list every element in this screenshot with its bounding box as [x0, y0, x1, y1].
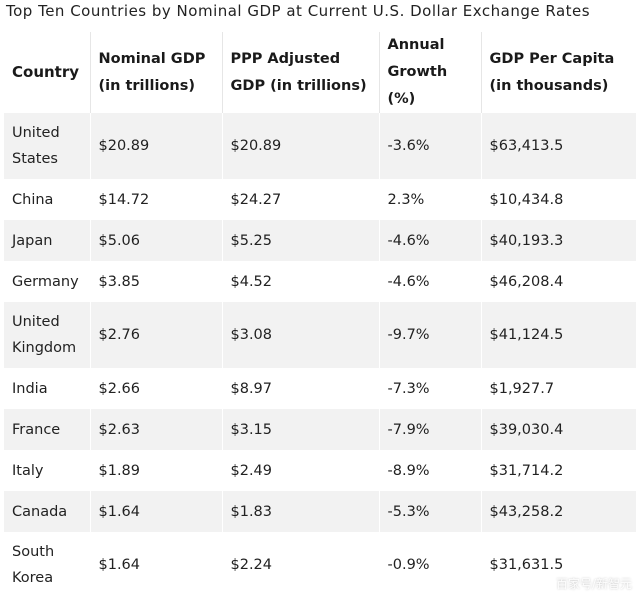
cell-ppp-gdp: $3.08	[222, 302, 380, 368]
table-row: South Korea $1.64 $2.24 -0.9% $31,631.5	[4, 532, 636, 598]
cell-ppp-gdp: $8.97	[222, 368, 380, 409]
table-row: China $14.72 $24.27 2.3% $10,434.8	[4, 179, 636, 220]
header-country: Country	[4, 32, 91, 113]
cell-nominal-gdp: $3.85	[90, 261, 223, 302]
cell-annual-growth: -3.6%	[379, 113, 482, 179]
cell-nominal-gdp: $2.66	[90, 368, 223, 409]
watermark: 百家号/新智元	[555, 577, 632, 591]
header-nominal-gdp: Nominal GDP (in trillions)	[90, 32, 223, 113]
cell-annual-growth: -7.9%	[379, 409, 482, 450]
cell-gdp-per-capita: $10,434.8	[481, 179, 636, 220]
cell-annual-growth: -4.6%	[379, 220, 482, 261]
gdp-table: Country Nominal GDP (in trillions) PPP A…	[4, 32, 636, 598]
table-row: Canada $1.64 $1.83 -5.3% $43,258.2	[4, 491, 636, 532]
cell-gdp-per-capita: $39,030.4	[481, 409, 636, 450]
cell-annual-growth: -7.3%	[379, 368, 482, 409]
cell-country: India	[4, 368, 91, 409]
cell-country: Italy	[4, 450, 91, 491]
cell-gdp-per-capita: $31,714.2	[481, 450, 636, 491]
cell-country: Germany	[4, 261, 91, 302]
table-row: United Kingdom $2.76 $3.08 -9.7% $41,124…	[4, 302, 636, 368]
cell-ppp-gdp: $3.15	[222, 409, 380, 450]
cell-nominal-gdp: $2.76	[90, 302, 223, 368]
cell-gdp-per-capita: $63,413.5	[481, 113, 636, 179]
cell-annual-growth: -4.6%	[379, 261, 482, 302]
table-row: Italy $1.89 $2.49 -8.9% $31,714.2	[4, 450, 636, 491]
cell-nominal-gdp: $14.72	[90, 179, 223, 220]
cell-country: France	[4, 409, 91, 450]
cell-gdp-per-capita: $46,208.4	[481, 261, 636, 302]
cell-annual-growth: -8.9%	[379, 450, 482, 491]
cell-ppp-gdp: $1.83	[222, 491, 380, 532]
header-annual-growth: Annual Growth (%)	[379, 32, 482, 113]
table-header-row: Country Nominal GDP (in trillions) PPP A…	[4, 32, 636, 113]
cell-ppp-gdp: $20.89	[222, 113, 380, 179]
cell-country: Canada	[4, 491, 91, 532]
cell-gdp-per-capita: $41,124.5	[481, 302, 636, 368]
cell-annual-growth: -5.3%	[379, 491, 482, 532]
cell-ppp-gdp: $2.24	[222, 532, 380, 598]
cell-ppp-gdp: $2.49	[222, 450, 380, 491]
cell-nominal-gdp: $1.89	[90, 450, 223, 491]
cell-country: United Kingdom	[4, 302, 91, 368]
table-row: Japan $5.06 $5.25 -4.6% $40,193.3	[4, 220, 636, 261]
cell-nominal-gdp: $1.64	[90, 491, 223, 532]
cell-ppp-gdp: $4.52	[222, 261, 380, 302]
header-ppp-gdp: PPP Adjusted GDP (in trillions)	[222, 32, 380, 113]
table-row: Germany $3.85 $4.52 -4.6% $46,208.4	[4, 261, 636, 302]
cell-country: United States	[4, 113, 91, 179]
header-gdp-per-capita: GDP Per Capita (in thousands)	[481, 32, 636, 113]
cell-country: South Korea	[4, 532, 91, 598]
cell-country: China	[4, 179, 91, 220]
cell-gdp-per-capita: $31,631.5	[481, 532, 636, 598]
cell-ppp-gdp: $24.27	[222, 179, 380, 220]
table-row: India $2.66 $8.97 -7.3% $1,927.7	[4, 368, 636, 409]
cell-gdp-per-capita: $40,193.3	[481, 220, 636, 261]
cell-gdp-per-capita: $43,258.2	[481, 491, 636, 532]
cell-country: Japan	[4, 220, 91, 261]
table-row: France $2.63 $3.15 -7.9% $39,030.4	[4, 409, 636, 450]
cell-annual-growth: -9.7%	[379, 302, 482, 368]
cell-annual-growth: -0.9%	[379, 532, 482, 598]
cell-ppp-gdp: $5.25	[222, 220, 380, 261]
cell-gdp-per-capita: $1,927.7	[481, 368, 636, 409]
cell-nominal-gdp: $1.64	[90, 532, 223, 598]
page-title: Top Ten Countries by Nominal GDP at Curr…	[6, 2, 591, 20]
cell-nominal-gdp: $20.89	[90, 113, 223, 179]
table-row: United States $20.89 $20.89 -3.6% $63,41…	[4, 113, 636, 179]
cell-nominal-gdp: $2.63	[90, 409, 223, 450]
cell-nominal-gdp: $5.06	[90, 220, 223, 261]
cell-annual-growth: 2.3%	[379, 179, 482, 220]
